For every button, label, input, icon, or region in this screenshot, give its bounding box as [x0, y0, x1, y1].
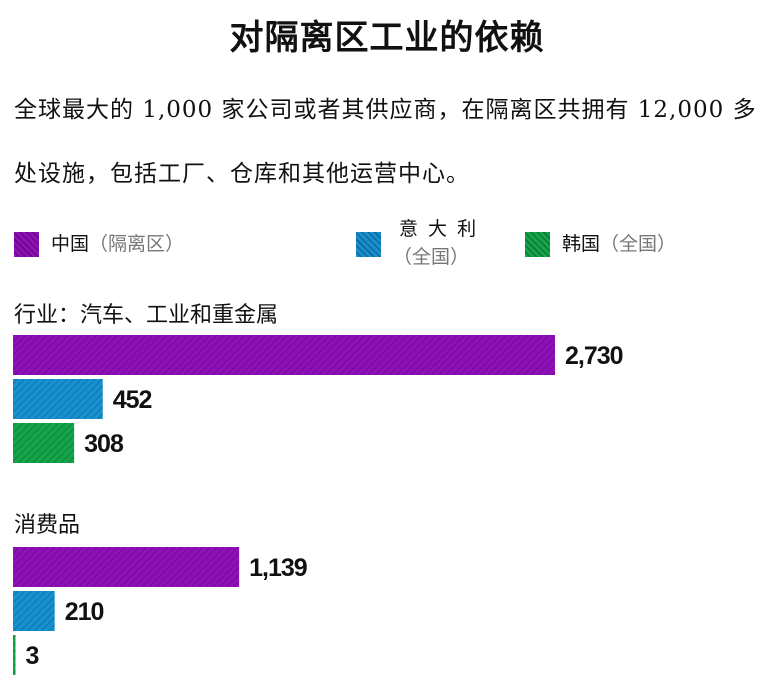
- legend: 中国（隔离区） 意 大 利 （全国） 韩国（全国）: [0, 218, 774, 272]
- legend-label-italy: 意 大 利: [399, 218, 479, 240]
- value-label-korea-group-1: 308: [84, 430, 124, 458]
- legend-item-italy: 意 大 利 （全国）: [356, 218, 478, 268]
- bar-korea-group-1: [13, 423, 75, 463]
- bar-china-group-1: [13, 335, 555, 375]
- legend-item-korea: 韩国（全国）: [525, 222, 676, 257]
- legend-region-italy: （全国）: [393, 246, 470, 268]
- value-label-china-group-2: 1,139: [249, 554, 307, 582]
- bar-china-group-2: [13, 547, 240, 587]
- legend-swatch-china: [14, 232, 39, 257]
- group-label-industry: 行业：汽车、工业和重金属: [14, 303, 279, 328]
- value-label-korea-group-2: 3: [26, 642, 39, 670]
- chart-title: 对隔离区工业的依赖: [229, 18, 545, 58]
- bar-italy-group-2: [13, 591, 55, 631]
- chart-subtitle: 全球最大的 1,000 家公司或者其供应商，在隔离区共拥有 12,000 多处设…: [14, 97, 757, 187]
- legend-item-china: 中国（隔离区）: [14, 222, 184, 257]
- value-label-italy-group-2: 210: [65, 598, 104, 626]
- legend-swatch-italy: [356, 232, 381, 257]
- legend-label-korea: 韩国: [562, 233, 601, 255]
- value-label-china-group-1: 2,730: [565, 342, 623, 370]
- bar-korea-group-2: [13, 635, 16, 675]
- legend-label-china: 中国: [51, 233, 90, 255]
- group-label-consumer: 消费品: [14, 513, 81, 538]
- value-label-italy-group-1: 452: [113, 386, 152, 414]
- legend-region-korea: （全国）: [600, 233, 677, 255]
- legend-swatch-korea: [525, 232, 550, 257]
- legend-region-china: （隔离区）: [89, 233, 185, 255]
- bar-italy-group-1: [13, 379, 103, 419]
